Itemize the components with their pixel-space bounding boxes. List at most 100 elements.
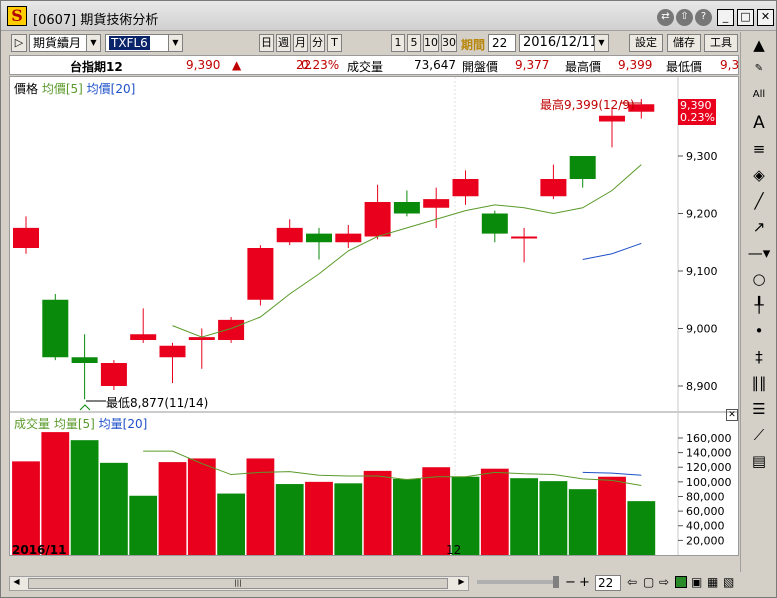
- low-annotation-text: 最低8,877(11/14): [106, 396, 209, 410]
- status-bar: ◀ ||| ▶ − + 22 ⇦ ▢ ⇨ ▣ ▦ ▧: [1, 573, 776, 597]
- line-tool-icon[interactable]: ╱: [754, 192, 764, 210]
- chart-type-icon[interactable]: ▧: [723, 575, 735, 589]
- dot-tool-icon[interactable]: •: [754, 322, 764, 340]
- symbol-combo[interactable]: TXFL6 ▼: [105, 34, 183, 52]
- zoom-out-icon[interactable]: −: [565, 575, 576, 590]
- layout-icon[interactable]: ▦: [707, 575, 719, 589]
- volume-bar: [363, 470, 392, 555]
- minimize-icon[interactable]: _: [717, 9, 734, 26]
- price-ma20-line: [582, 242, 642, 260]
- next-icon[interactable]: ⇨: [659, 575, 670, 589]
- chevron-down-icon[interactable]: ▼: [168, 35, 182, 51]
- period-type-combo[interactable]: 期貨續月 ▼: [29, 34, 101, 52]
- vertical-marker-icon[interactable]: ╀: [754, 296, 764, 314]
- chevron-down-icon[interactable]: ▼: [86, 35, 100, 51]
- candle-body: [628, 104, 655, 112]
- candle-body: [247, 248, 274, 300]
- excel-icon[interactable]: [675, 576, 687, 588]
- volume-bar: [510, 478, 538, 555]
- tick-button[interactable]: T: [327, 34, 342, 52]
- grid-tool-icon[interactable]: ▤: [751, 452, 767, 470]
- circle-tool-icon[interactable]: ○: [752, 270, 766, 288]
- period-input[interactable]: 22: [488, 34, 516, 52]
- interval-5-button[interactable]: 5: [407, 34, 421, 52]
- scroll-left-icon[interactable]: ◀: [13, 577, 20, 586]
- panel-close-icon[interactable]: ✕: [726, 409, 738, 421]
- link-icon[interactable]: ⇄: [657, 9, 674, 26]
- stop-icon[interactable]: ▢: [643, 575, 655, 589]
- candle-body: [159, 345, 186, 358]
- candle-body: [276, 227, 303, 243]
- window-title: [0607] 期貨技術分析: [33, 13, 159, 28]
- settings-button[interactable]: 設定: [629, 34, 663, 52]
- horizontal-scrollbar[interactable]: ◀ ||| ▶: [9, 576, 469, 591]
- chevron-down-icon[interactable]: ▼: [594, 35, 608, 51]
- interval-10-button[interactable]: 10: [423, 34, 439, 52]
- zoom-slider[interactable]: [477, 580, 557, 584]
- maximize-icon[interactable]: □: [737, 9, 754, 26]
- zoom-in-icon[interactable]: +: [579, 575, 590, 590]
- fill-icon[interactable]: ◈: [753, 166, 765, 184]
- arrow-tool-icon[interactable]: ↗: [752, 218, 766, 236]
- bars-count-input[interactable]: 22: [595, 575, 621, 591]
- volume-tick-label: 20,000: [686, 534, 725, 547]
- all-icon[interactable]: All: [752, 89, 766, 100]
- fib-tool-icon[interactable]: ☰: [752, 400, 766, 418]
- wedge-tool-icon[interactable]: ⟋: [753, 426, 765, 444]
- volume-tick-label: 100,000: [686, 476, 732, 489]
- horizontal-line-icon[interactable]: —▾: [747, 244, 771, 262]
- scroll-right-icon[interactable]: ▶: [458, 577, 465, 586]
- candle-body: [100, 363, 127, 386]
- open-label: 開盤價: [462, 60, 499, 74]
- volume-bar: [539, 481, 568, 555]
- fan-tool-icon[interactable]: ‡: [755, 348, 763, 366]
- text-tool-icon[interactable]: A: [753, 113, 765, 133]
- chart-area[interactable]: 8,900 9,000 9,100 9,200 9,300 20,000 40,000 60,…: [9, 76, 739, 556]
- volume-ma20-label: 均量[20]: [98, 417, 148, 431]
- date-value: 2016/12/11: [523, 35, 598, 50]
- candle-body: [218, 319, 245, 340]
- volume-tick-label: 80,000: [686, 490, 725, 503]
- candle-body: [71, 357, 98, 363]
- candle-body: [452, 179, 479, 197]
- scroll-up-icon[interactable]: ▲: [753, 36, 765, 54]
- month-button[interactable]: 月: [293, 34, 308, 52]
- floppy-icon[interactable]: ▣: [691, 575, 703, 589]
- week-button[interactable]: 週: [276, 34, 291, 52]
- open-value: 9,377: [515, 58, 550, 72]
- drawing-toolbar: ▲ ✎ All A ≡ ◈ ╱ ↗ —▾ ○ ╀ • ‡ ∥∥ ☰ ⟋ ▤: [740, 32, 776, 572]
- volume-bar: [275, 484, 304, 555]
- annotate-icon[interactable]: ✎: [754, 63, 764, 74]
- volume-tick-label: 120,000: [686, 461, 732, 474]
- hline-icon[interactable]: ≡: [752, 140, 766, 158]
- high-annotation-text: 最高9,399(12/9): [540, 98, 635, 112]
- zoom-slider-thumb[interactable]: [553, 576, 559, 588]
- date-picker[interactable]: 2016/12/11 ▼: [519, 34, 609, 52]
- play-button[interactable]: ▷: [11, 34, 27, 52]
- volume-bar: [217, 493, 245, 555]
- prev-icon[interactable]: ⇦: [627, 575, 638, 589]
- quote-bar: 台指期12 9,390 ▲ 22 0.23% 成交量 73,647 開盤價 9,…: [9, 55, 739, 75]
- candle-body: [130, 334, 157, 340]
- day-button[interactable]: 日: [259, 34, 274, 52]
- high-label: 最高價: [565, 60, 602, 74]
- minute-button[interactable]: 分: [310, 34, 325, 52]
- interval-30-button[interactable]: 30: [441, 34, 457, 52]
- bars-tool-icon[interactable]: ∥∥: [751, 374, 767, 392]
- interval-1-button[interactable]: 1: [391, 34, 405, 52]
- close-icon[interactable]: ✕: [757, 9, 774, 26]
- volume-bar: [480, 468, 509, 555]
- volume-tick-label: 60,000: [686, 505, 725, 518]
- candle-body: [306, 233, 332, 243]
- volume-tick-label: 160,000: [686, 432, 732, 445]
- price-ma20-label: 均價[20]: [86, 82, 136, 96]
- help-icon[interactable]: ?: [695, 9, 712, 26]
- tools-button[interactable]: 工具: [704, 34, 738, 52]
- volume-bar: [158, 462, 187, 555]
- scroll-thumb[interactable]: |||: [28, 578, 448, 589]
- save-button[interactable]: 儲存: [667, 34, 701, 52]
- share-icon[interactable]: ⇧: [676, 9, 693, 26]
- price-tick-label: 8,900: [686, 380, 718, 393]
